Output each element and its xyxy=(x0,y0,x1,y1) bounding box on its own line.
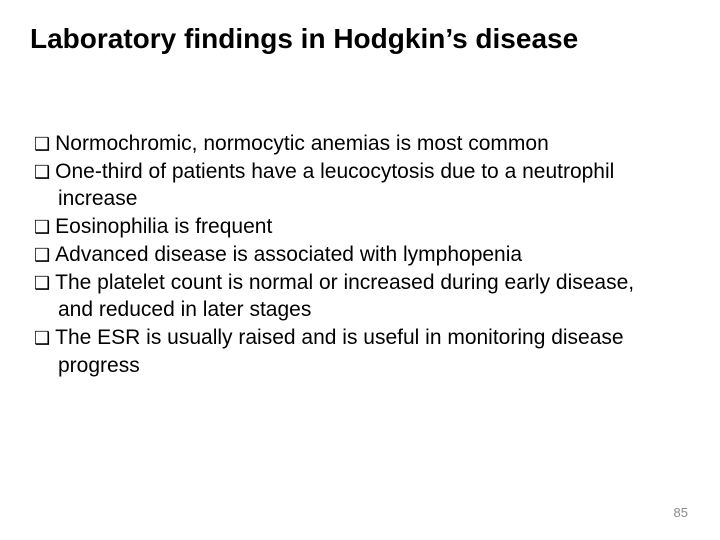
list-item: Advanced disease is associated with lymp… xyxy=(34,241,672,269)
slide-body: Normochromic, normocytic anemias is most… xyxy=(34,130,672,379)
page-number: 85 xyxy=(674,505,688,520)
slide: Laboratory findings in Hodgkin’s disease… xyxy=(0,0,720,540)
list-item: The ESR is usually raised and is useful … xyxy=(34,324,672,379)
slide-title: Laboratory findings in Hodgkin’s disease xyxy=(30,22,690,56)
list-item: Normochromic, normocytic anemias is most… xyxy=(34,130,672,158)
bullet-list: Normochromic, normocytic anemias is most… xyxy=(34,130,672,379)
list-item: The platelet count is normal or increase… xyxy=(34,269,672,324)
list-item: One-third of patients have a leucocytosi… xyxy=(34,158,672,213)
list-item: Eosinophilia is frequent xyxy=(34,213,672,241)
